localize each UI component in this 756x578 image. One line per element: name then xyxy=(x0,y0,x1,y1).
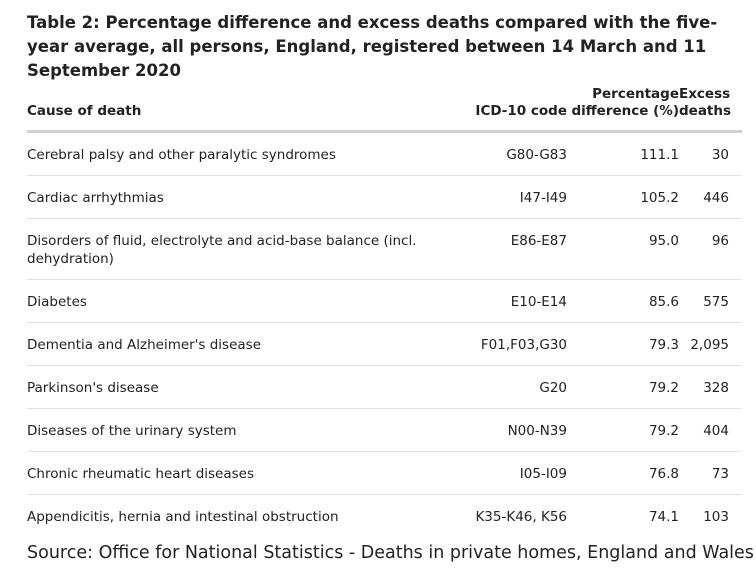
cell-excess: 575 xyxy=(679,279,742,323)
cell-percentage: 85.6 xyxy=(567,279,679,323)
cell-cause: Disorders of fluid, electrolyte and acid… xyxy=(27,218,447,280)
cell-excess: 328 xyxy=(679,365,742,409)
header-icd10-code: ICD-10 code xyxy=(447,73,567,133)
cell-code: I05-I09 xyxy=(447,451,567,495)
header-excess-deaths: Excess deaths xyxy=(679,73,742,133)
cell-excess: 2,095 xyxy=(679,322,742,366)
table-row: Diabetes E10-E14 85.6 575 xyxy=(27,279,742,323)
cell-cause: Cardiac arrhythmias xyxy=(27,175,447,219)
cell-excess: 103 xyxy=(703,509,729,525)
cell-percentage: 79.2 xyxy=(567,365,679,409)
header-percentage-difference: Percentage difference (%) xyxy=(567,73,679,133)
cell-code: F01,F03,G30 xyxy=(447,322,567,366)
cell-code: G20 xyxy=(447,365,567,409)
table-header: Cause of death ICD-10 code Percentage di… xyxy=(27,73,742,133)
cell-excess: 30 xyxy=(679,131,742,176)
cell-percentage: 76.8 xyxy=(567,451,679,495)
cell-code: N00-N39 xyxy=(447,408,567,452)
cell-cause: Parkinson's disease xyxy=(27,365,447,409)
cell-cause: Diabetes xyxy=(27,279,447,323)
cell-percentage: 105.2 xyxy=(567,175,679,219)
cell-cause: Diseases of the urinary system xyxy=(27,408,447,452)
cell-code: E10-E14 xyxy=(447,279,567,323)
cell-code: E86-E87 xyxy=(447,218,567,280)
cell-cause: Cerebral palsy and other paralytic syndr… xyxy=(27,131,447,176)
cell-excess: 446 xyxy=(679,175,742,219)
table-row: Chronic rheumatic heart diseases I05-I09… xyxy=(27,451,742,495)
cell-percentage: 95.0 xyxy=(567,218,679,280)
table-row: Parkinson's disease G20 79.2 328 xyxy=(27,365,742,409)
source-note: Source: Office for National Statistics -… xyxy=(27,543,754,563)
table-row: Cerebral palsy and other paralytic syndr… xyxy=(27,131,742,176)
cell-code: G80-G83 xyxy=(447,131,567,176)
header-row: Cause of death ICD-10 code Percentage di… xyxy=(27,73,742,133)
table-row: Cardiac arrhythmias I47-I49 105.2 446 xyxy=(27,175,742,219)
table-row: Diseases of the urinary system N00-N39 7… xyxy=(27,408,742,452)
cell-cause: Chronic rheumatic heart diseases xyxy=(27,451,447,495)
cell-excess: 404 xyxy=(679,408,742,452)
table-body: Cerebral palsy and other paralytic syndr… xyxy=(27,131,742,538)
cell-code: K35-K46, K56 xyxy=(475,509,567,525)
table-row: Appendicitis, hernia and intestinal obst… xyxy=(27,495,742,538)
table-row: Dementia and Alzheimer's disease F01,F03… xyxy=(27,322,742,366)
cell-cause: Appendicitis, hernia and intestinal obst… xyxy=(27,509,339,525)
table-row: Disorders of fluid, electrolyte and acid… xyxy=(27,218,742,280)
cell-percentage: 79.2 xyxy=(567,408,679,452)
cell-cause: Dementia and Alzheimer's disease xyxy=(27,322,447,366)
cell-code: I47-I49 xyxy=(447,175,567,219)
cell-percentage: 111.1 xyxy=(567,131,679,176)
cell-percentage: 79.3 xyxy=(567,322,679,366)
cell-excess: 73 xyxy=(679,451,742,495)
cell-percentage: 74.1 xyxy=(648,509,679,525)
cell-excess: 96 xyxy=(679,218,742,280)
header-cause-of-death: Cause of death xyxy=(27,73,447,133)
deaths-table: Cause of death ICD-10 code Percentage di… xyxy=(27,73,742,537)
